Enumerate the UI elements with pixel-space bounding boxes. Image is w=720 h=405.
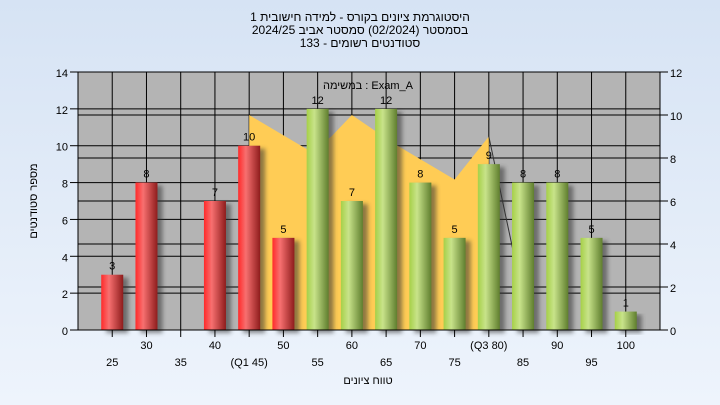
bar-value-label: 7 [349,187,355,199]
bar [203,201,226,330]
bar [306,108,329,330]
x-tick-label: 90 [551,340,563,352]
x-tick-label: 40 [209,340,221,352]
bar-value-label: 8 [417,169,423,181]
title-line-2: בסמסטר (02/2024) סמסטר אביב 2024/25 [251,23,469,37]
y-tick-label: 0 [62,326,68,338]
x-tick-label: (Q1 45) [231,357,268,369]
y-tick-label: 14 [56,68,68,80]
x-tick-label: 55 [312,357,324,369]
chart-annotation: במשימה : Exam_A [323,80,414,92]
x-tick-label: 50 [277,340,289,352]
bar [614,311,637,330]
y-tick-label: 4 [62,252,68,264]
bar-value-label: 10 [243,132,255,144]
x-axis-label: טווח ציונים [343,375,392,387]
bar-value-label: 8 [143,169,149,181]
bar [238,145,261,330]
bar [443,237,466,330]
title-line-1: היסטוגרמת ציונים בקורס - למידה חישובית 1 [250,10,470,24]
y-axis-label: מספר סטודנטים [28,163,40,238]
y-tick-label: 2 [62,289,68,301]
y2-tick-label: 2 [670,283,676,295]
bar-value-label: 12 [380,95,392,107]
bar-value-label: 1 [623,298,629,310]
bar [101,274,124,330]
y2-tick-label: 0 [670,326,676,338]
x-tick-label: 100 [617,340,635,352]
y2-tick-label: 8 [670,154,676,166]
title-line-3: סטודנטים רשומים - 133 [299,36,421,50]
bar-value-label: 9 [486,150,492,162]
x-tick-label: 35 [175,357,187,369]
bar-value-label: 7 [212,187,218,199]
y2-tick-label: 10 [670,111,682,123]
bar [546,182,569,330]
y2-tick-label: 12 [670,68,682,80]
bar-value-label: 3 [109,261,115,273]
bar-value-label: 12 [312,95,324,107]
bar [340,201,363,330]
bar [375,108,398,330]
y-tick-label: 10 [56,142,68,154]
x-tick-label: 60 [346,340,358,352]
y-tick-label: 12 [56,105,68,117]
bar [512,182,535,330]
y-tick-label: 8 [62,179,68,191]
bar-value-label: 8 [554,169,560,181]
bar-value-label: 5 [588,224,594,236]
bar-value-label: 5 [452,224,458,236]
x-tick-label: 85 [517,357,529,369]
bar [477,164,500,330]
y2-tick-label: 4 [670,240,676,252]
x-tick-label: 95 [585,357,597,369]
bar-value-label: 8 [520,169,526,181]
bar [409,182,432,330]
bar [135,182,158,330]
x-tick-label: 30 [140,340,152,352]
y-tick-label: 6 [62,215,68,227]
x-tick-label: (Q3 80) [470,340,507,352]
bar [580,237,603,330]
x-tick-label: 65 [380,357,392,369]
bar-value-label: 5 [280,224,286,236]
x-tick-label: 70 [414,340,426,352]
x-tick-label: 75 [448,357,460,369]
x-tick-label: 25 [106,357,118,369]
y2-tick-label: 6 [670,197,676,209]
chart-title: היסטוגרמת ציונים בקורס - למידה חישובית 1… [0,11,720,50]
bar [272,237,295,330]
